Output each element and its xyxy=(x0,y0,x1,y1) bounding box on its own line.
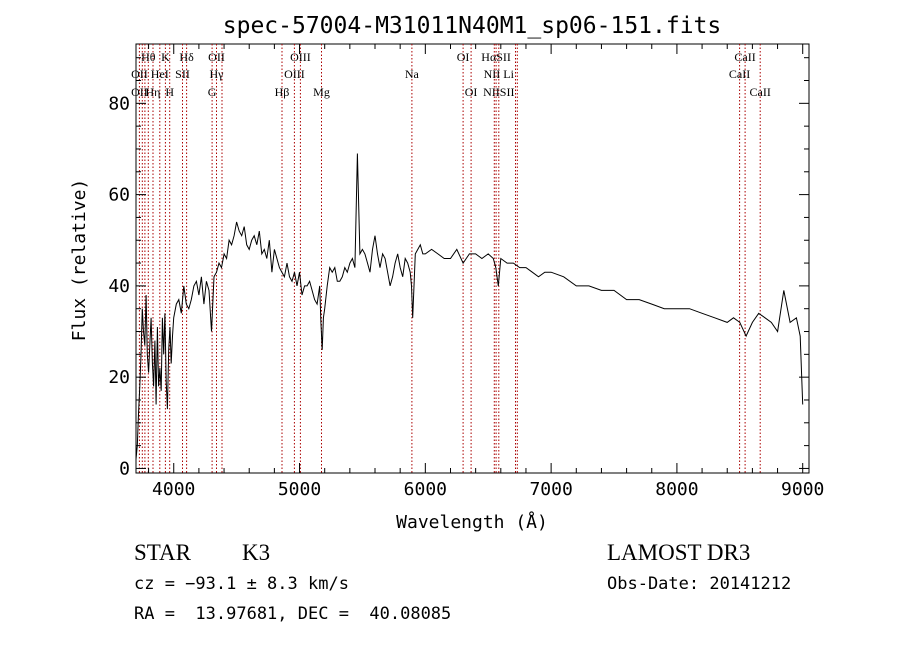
line-marker-label: CaII xyxy=(750,85,771,99)
line-marker-label: OII xyxy=(208,50,225,64)
line-marker-label: Hβ xyxy=(275,85,290,99)
line-marker-label: Hγ xyxy=(210,67,225,81)
line-marker-label: CaII xyxy=(734,50,755,64)
y-axis-label: Flux (relative) xyxy=(69,179,90,342)
x-tick-label: 4000 xyxy=(152,479,195,500)
spectrum-line xyxy=(135,153,804,460)
line-marker-label: G xyxy=(208,85,217,99)
x-tick-label: 6000 xyxy=(404,479,447,500)
y-tick-label: 0 xyxy=(119,458,130,479)
line-markers xyxy=(138,44,761,473)
y-tick-label: 40 xyxy=(108,276,130,297)
line-marker-label: HαSII xyxy=(481,50,511,64)
spectrum-chart: spec-57004-M31011N40M1_sp06-151.fits Hθ K… xyxy=(69,13,824,533)
line-marker-label: Na xyxy=(405,67,420,81)
line-marker-label: Mg xyxy=(313,85,330,99)
y-tick-label: 20 xyxy=(108,367,130,388)
line-marker-label: K xyxy=(161,50,170,64)
ra-dec-coordinates: RA = 13.97681, DEC = 40.08085 xyxy=(134,604,452,624)
y-axis-ticks: 0 20 40 60 80 xyxy=(108,57,809,479)
y-tick-label: 80 xyxy=(108,93,130,114)
line-marker-label: HeI xyxy=(151,67,169,81)
line-marker-label: NII Li xyxy=(484,67,515,81)
x-tick-label: 7000 xyxy=(529,479,572,500)
x-tick-label: 8000 xyxy=(655,479,698,500)
line-marker-label: Hθ xyxy=(141,50,156,64)
line-marker-label: OI xyxy=(465,85,478,99)
plot-frame xyxy=(135,43,810,474)
line-marker-label: OII xyxy=(131,85,148,99)
line-marker-label: Hη xyxy=(146,85,161,99)
x-axis-ticks: 4000 5000 6000 7000 8000 9000 xyxy=(148,44,824,500)
line-marker-label: OIII xyxy=(290,50,311,64)
subclass-label: K3 xyxy=(242,540,271,565)
line-marker-label: SII xyxy=(175,67,190,81)
chart-title: spec-57004-M31011N40M1_sp06-151.fits xyxy=(223,13,722,39)
x-tick-label: 9000 xyxy=(781,479,824,500)
line-marker-label: H xyxy=(165,85,174,99)
survey-label: LAMOST DR3 xyxy=(607,540,751,565)
x-axis-label: Wavelength (Å) xyxy=(396,511,548,533)
line-marker-label: CaII xyxy=(729,67,750,81)
line-marker-label: Hδ xyxy=(179,50,194,64)
line-marker-label: NIISII xyxy=(483,85,514,99)
obs-date: Obs-Date: 20141212 xyxy=(607,574,792,594)
line-marker-label: OIII xyxy=(284,67,305,81)
class-label: STAR xyxy=(134,540,191,565)
line-marker-label: OII xyxy=(131,67,148,81)
y-tick-label: 60 xyxy=(108,185,130,206)
redshift-cz: cz = −93.1 ± 8.3 km/s xyxy=(134,574,349,594)
line-marker-label: OI xyxy=(457,50,470,64)
x-tick-label: 5000 xyxy=(278,479,321,500)
